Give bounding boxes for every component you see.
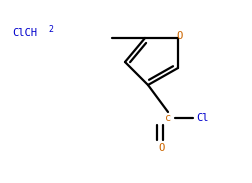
Text: 2: 2 <box>48 25 53 33</box>
Text: c: c <box>164 113 170 123</box>
Text: ClCH: ClCH <box>12 28 37 38</box>
Text: O: O <box>158 143 165 153</box>
Text: O: O <box>176 31 182 41</box>
Text: Cl: Cl <box>195 113 208 123</box>
